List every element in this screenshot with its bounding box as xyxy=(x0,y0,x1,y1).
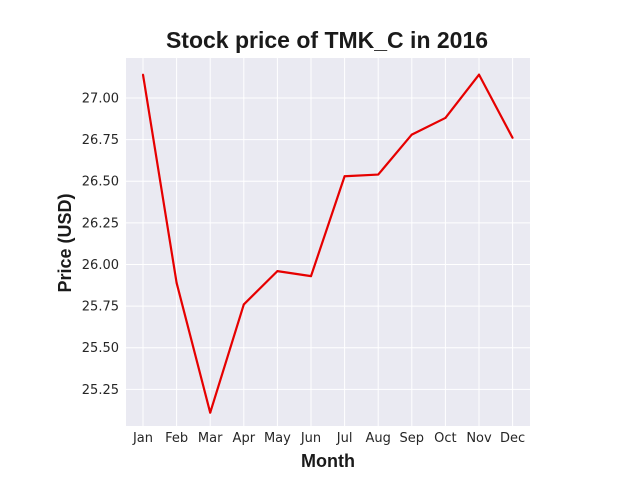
x-tick-label: Jan xyxy=(132,431,153,446)
y-tick-label: 25.25 xyxy=(82,383,119,398)
data-point xyxy=(410,133,413,136)
data-point xyxy=(444,116,447,119)
x-tick-label: Nov xyxy=(466,431,492,446)
data-point xyxy=(175,281,178,284)
data-point xyxy=(242,303,245,306)
series-layer xyxy=(141,73,514,414)
y-tick-label: 26.50 xyxy=(82,175,119,190)
y-axis-label: Price (USD) xyxy=(55,193,75,292)
plot-area xyxy=(126,58,530,426)
x-tick-label: Aug xyxy=(366,431,391,446)
y-tick-label: 25.50 xyxy=(82,341,119,356)
x-tick-label: Jul xyxy=(336,431,353,446)
y-tick-label: 26.75 xyxy=(82,133,119,148)
data-point xyxy=(343,175,346,178)
x-tick-label: Jun xyxy=(300,431,321,446)
data-point xyxy=(310,275,312,278)
axis-ticks: Jan Feb Mar Apr May Jun Jul Aug Sep Oct Nov Dec 25.2… xyxy=(82,91,525,446)
x-tick-label: May xyxy=(264,431,291,446)
x-tick-label: Feb xyxy=(165,431,188,446)
data-point xyxy=(511,136,514,139)
data-point xyxy=(478,73,480,76)
x-tick-label: Sep xyxy=(400,431,425,446)
data-point xyxy=(209,411,212,414)
data-point xyxy=(142,73,144,76)
x-tick-label: Dec xyxy=(500,431,525,446)
x-axis-label: Month xyxy=(301,451,355,471)
x-tick-label: Apr xyxy=(233,431,256,446)
x-tick-label: Oct xyxy=(434,431,456,446)
chart-title: Stock price of TMK_C in 2016 xyxy=(166,27,488,53)
data-point xyxy=(276,270,279,273)
y-tick-label: 27.00 xyxy=(82,91,119,106)
x-tick-label: Mar xyxy=(198,431,223,446)
data-point xyxy=(377,173,380,176)
y-tick-label: 26.25 xyxy=(82,216,119,231)
price-series-line xyxy=(141,73,514,414)
y-tick-label: 25.75 xyxy=(82,300,119,315)
y-tick-label: 26.00 xyxy=(82,258,119,273)
